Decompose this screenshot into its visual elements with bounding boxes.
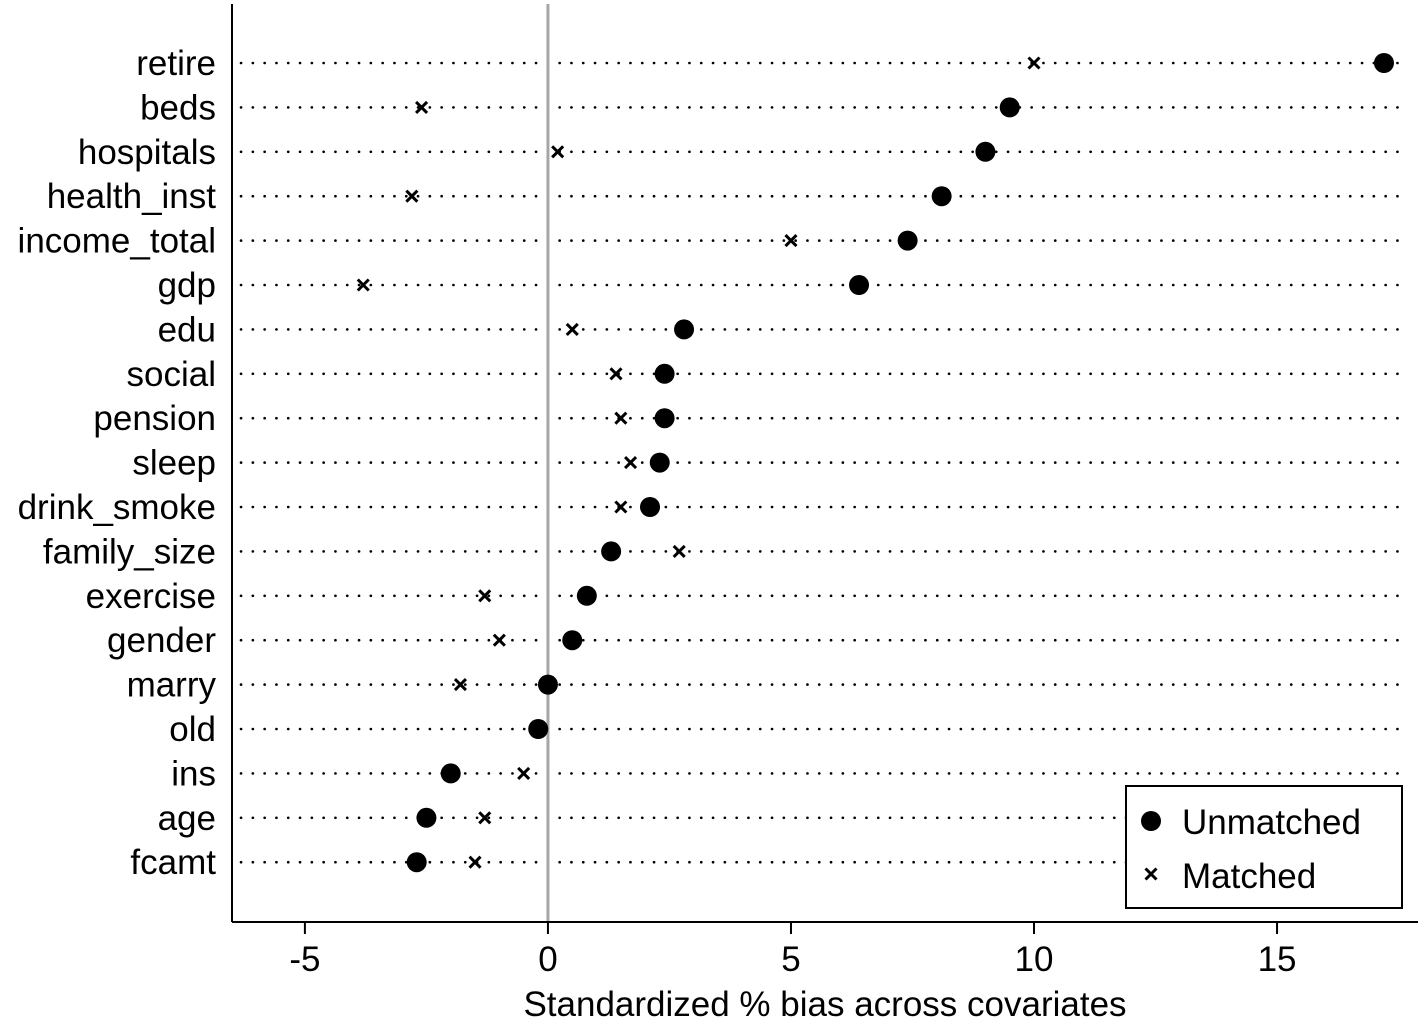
matched-point: [415, 100, 429, 114]
x-stroke: [356, 278, 370, 292]
unmatched-point: [576, 585, 597, 606]
unmatched-point: [562, 630, 583, 651]
category-label: gender: [107, 621, 216, 660]
unmatched-point: [849, 275, 870, 295]
x-stroke: [478, 589, 492, 603]
series-matched: [356, 56, 1041, 869]
x-tick-label: 0: [538, 940, 557, 979]
legend: Unmatched Matched: [1125, 785, 1403, 909]
category-label: fcamt: [130, 843, 216, 882]
category-labels: retire beds hospitals health_inst income_tot…: [18, 44, 217, 882]
x-stroke: [453, 678, 468, 692]
category-label: exercise: [86, 577, 216, 616]
unmatched-point: [931, 186, 952, 207]
matched-point: [478, 589, 492, 603]
unmatched-point: [406, 852, 427, 873]
unmatched-point: [440, 763, 461, 784]
matched-point: [614, 500, 628, 514]
matched-point: [468, 855, 482, 869]
unmatched-point: [975, 141, 996, 162]
x-stroke: [551, 145, 565, 159]
x-stroke: [784, 234, 798, 248]
matched-point: [405, 189, 419, 203]
x-stroke: [478, 811, 492, 825]
category-label: hospitals: [78, 133, 216, 172]
x-stroke: [614, 500, 628, 514]
x-stroke: [565, 322, 579, 336]
unmatched-point: [999, 97, 1020, 118]
matched-point: [565, 322, 579, 336]
unmatched-point: [416, 807, 437, 828]
legend-x-glyph: [1144, 867, 1158, 881]
matched-point: [551, 145, 565, 159]
x-stroke: [468, 855, 482, 869]
unmatched-point: [654, 408, 675, 429]
x-ticks: -5 0 5 10 15: [289, 922, 1297, 979]
matched-point: [624, 456, 638, 470]
x-stroke: [1027, 56, 1041, 70]
x-stroke: [1144, 867, 1158, 881]
matched-point: [672, 544, 686, 558]
unmatched-point: [601, 541, 622, 562]
matched-point: [609, 367, 623, 381]
x-stroke: [517, 766, 531, 780]
x-tick-label: 15: [1258, 940, 1297, 979]
matched-point: [356, 278, 370, 292]
x-stroke: [672, 544, 686, 558]
unmatched-point: [654, 363, 675, 384]
unmatched-point: [649, 452, 670, 473]
matched-point: [614, 411, 628, 425]
matched-point: [492, 633, 506, 647]
x-stroke: [415, 100, 429, 114]
x-stroke: [614, 411, 628, 425]
category-label: age: [158, 799, 216, 838]
category-label: drink_smoke: [18, 488, 216, 527]
unmatched-point: [897, 230, 918, 251]
category-label: marry: [127, 666, 217, 705]
legend-box: [1125, 785, 1403, 909]
dotted-guide-lines: [239, 61, 1406, 864]
legend-unmatched-marker: [1141, 811, 1161, 831]
category-label: sleep: [132, 444, 216, 483]
unmatched-point: [537, 674, 558, 695]
unmatched-point: [1373, 53, 1394, 73]
category-label: beds: [140, 88, 216, 127]
series-unmatched: [406, 53, 1394, 873]
category-label: pension: [93, 399, 216, 438]
category-label: ins: [171, 754, 216, 793]
unmatched-point: [528, 719, 549, 739]
category-label: income_total: [18, 222, 216, 261]
matched-point: [1027, 56, 1041, 70]
x-tick-label: -5: [289, 940, 320, 979]
matched-point: [517, 766, 531, 780]
x-stroke: [492, 633, 506, 647]
legend-matched-marker: [1144, 867, 1158, 881]
x-stroke: [405, 189, 419, 203]
x-stroke: [624, 456, 638, 470]
category-label: edu: [158, 310, 216, 349]
x-tick-label: 5: [781, 940, 800, 979]
unmatched-point: [640, 497, 661, 517]
category-label: family_size: [43, 532, 216, 571]
category-label: gdp: [158, 266, 216, 305]
category-label: social: [127, 355, 216, 394]
axes: [231, 4, 1418, 923]
matched-point: [478, 811, 492, 825]
legend-unmatched-label: Unmatched: [1182, 803, 1361, 842]
category-label: retire: [136, 44, 216, 83]
legend-matched-label: Matched: [1182, 857, 1316, 896]
matched-point: [784, 234, 798, 248]
unmatched-point: [674, 319, 695, 340]
category-label: health_inst: [47, 177, 217, 216]
x-stroke: [609, 367, 623, 381]
x-tick-label: 10: [1015, 940, 1054, 979]
x-axis-title: Standardized % bias across covariates: [523, 985, 1126, 1021]
category-label: old: [169, 710, 216, 749]
matched-point: [453, 678, 468, 692]
